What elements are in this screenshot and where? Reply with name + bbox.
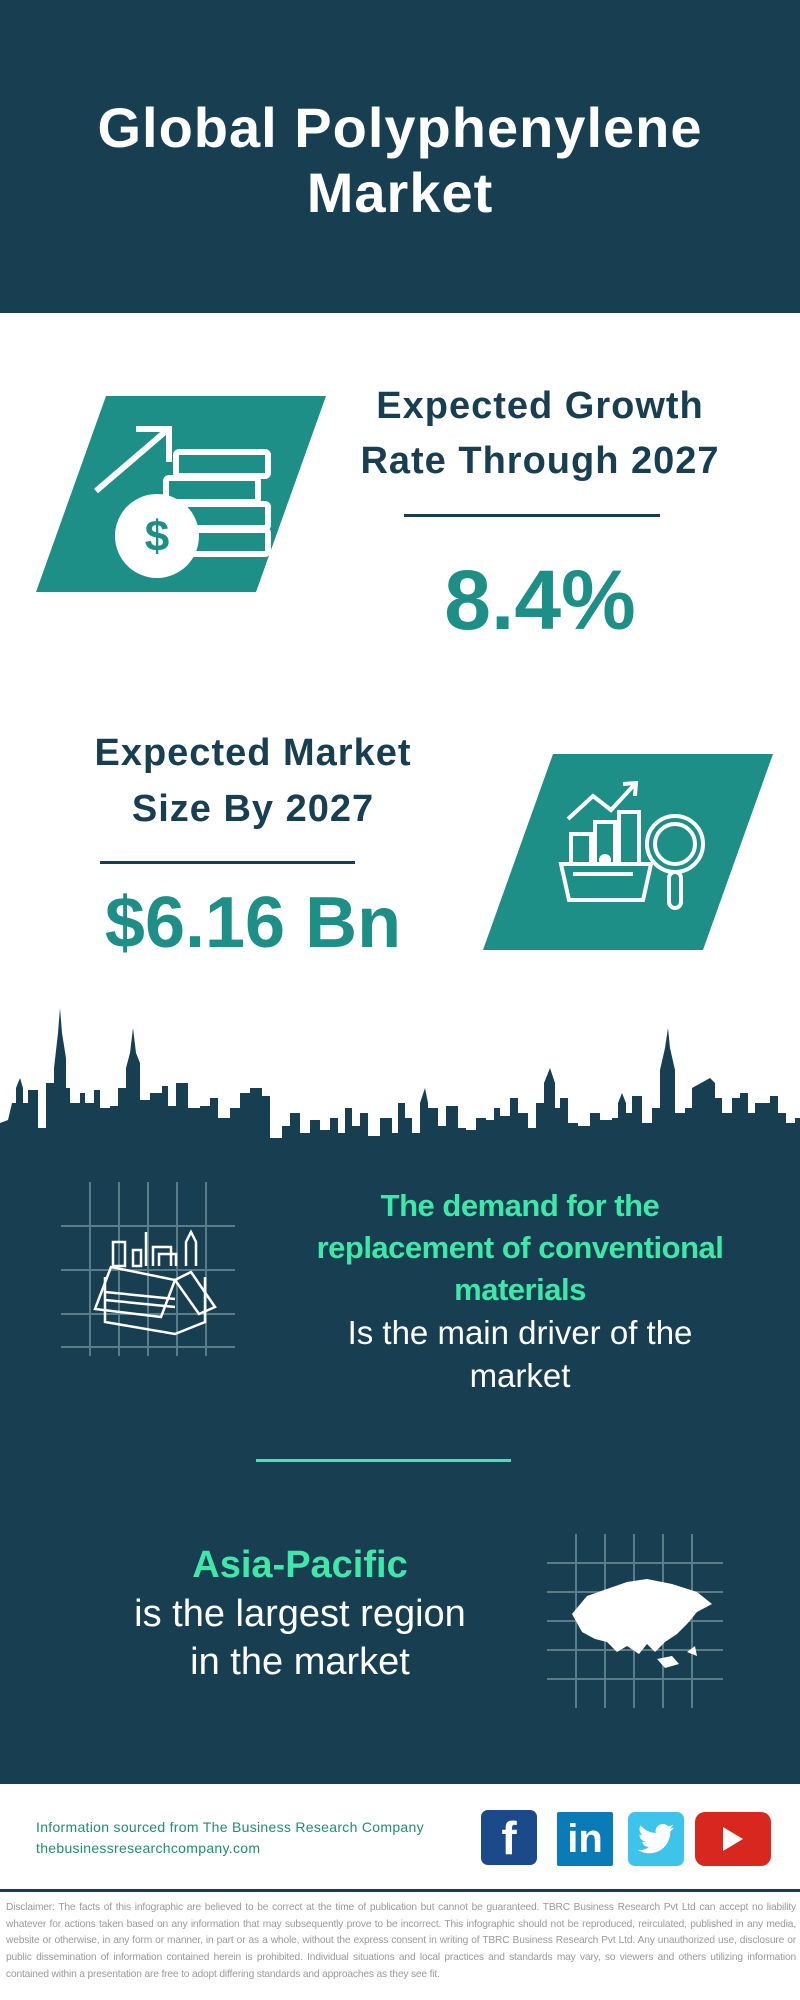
footer-rule (0, 1889, 800, 1892)
linkedin-icon[interactable]: in (557, 1812, 613, 1866)
city-skyline (0, 1008, 800, 1158)
facebook-icon[interactable]: f (481, 1810, 537, 1865)
region-text-line: in the market (190, 1641, 410, 1683)
driver-highlight-line: The demand for the (380, 1188, 660, 1223)
section-divider (256, 1459, 511, 1462)
box-icon (61, 1182, 235, 1356)
youtube-icon[interactable] (695, 1812, 771, 1866)
region-text-line: is the largest region (134, 1593, 466, 1635)
page-title-line1: Global Polyphenylene (97, 96, 703, 159)
growth-heading-line2: Rate Through 2027 (360, 440, 720, 482)
growth-heading-line1: Expected Growth (376, 385, 704, 427)
twitter-bird-icon (638, 1824, 674, 1854)
market-analysis-icon (483, 754, 773, 950)
region-highlight: Asia-Pacific (192, 1544, 408, 1586)
driver-text-line: market (469, 1357, 571, 1394)
twitter-icon[interactable] (628, 1812, 684, 1866)
growth-rate-value: 8.4% (444, 553, 636, 647)
linkedin-glyph: in (567, 1816, 603, 1861)
svg-text:$: $ (145, 512, 169, 561)
driver-highlight-line: replacement of conventional (316, 1230, 724, 1265)
region-text: Asia-Pacific is the largest region in th… (60, 1540, 540, 1686)
title-banner: Global Polyphenylene Market (0, 0, 800, 313)
divider (100, 861, 355, 864)
play-icon (723, 1827, 743, 1851)
market-size-value: $6.16 Bn (104, 883, 402, 963)
disclaimer: Disclaimer: The facts of this infographi… (6, 1902, 796, 1980)
divider (404, 514, 660, 517)
money-growth-icon: $ (36, 396, 326, 592)
market-size-heading-line2: Size By 2027 (131, 788, 375, 830)
source-text: Information sourced from The Business Re… (36, 1819, 424, 1835)
market-size-heading-line1: Expected Market (94, 732, 412, 774)
driver-text: The demand for the replacement of conven… (280, 1185, 760, 1397)
page-title-line2: Market (306, 161, 494, 224)
asia-map-icon (547, 1534, 723, 1708)
website-link[interactable]: thebusinessresearchcompany.com (36, 1840, 261, 1856)
facebook-glyph: f (501, 1811, 517, 1864)
driver-highlight-line: materials (454, 1272, 586, 1307)
driver-text-line: Is the main driver of the (347, 1314, 693, 1351)
